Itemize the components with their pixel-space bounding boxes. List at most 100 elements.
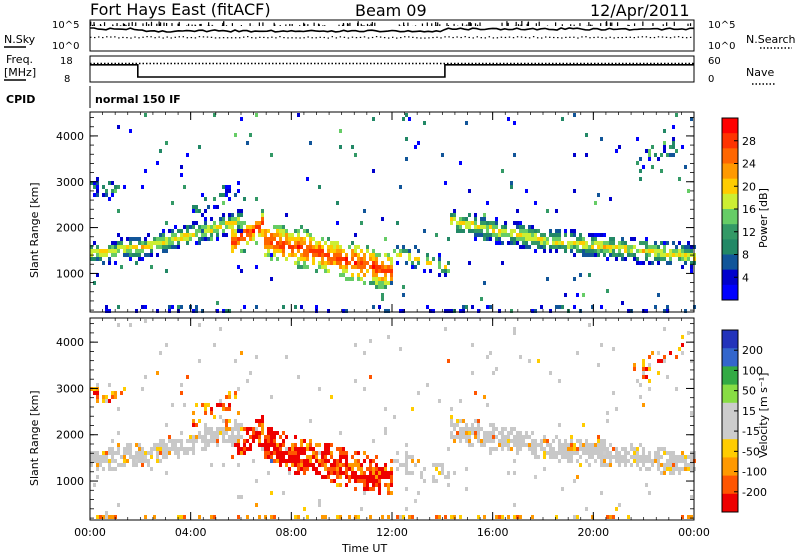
scatter-cell xyxy=(375,463,378,467)
scatter-cell xyxy=(108,459,111,463)
scatter-cell xyxy=(210,407,213,411)
scatter-cell xyxy=(231,221,234,225)
scatter-cell xyxy=(255,265,258,269)
scatter-cell xyxy=(348,467,351,471)
scatter-cell xyxy=(141,459,144,463)
scatter-cell xyxy=(201,447,204,451)
nsearch-dot xyxy=(150,36,152,38)
scatter-cell xyxy=(312,455,315,459)
scatter-cell xyxy=(243,197,246,201)
scatter-cell xyxy=(411,515,414,519)
scatter-cell xyxy=(336,515,339,519)
scatter-cell xyxy=(171,201,174,205)
scatter-cell xyxy=(279,241,282,245)
scatter-cell xyxy=(354,261,357,265)
colorbar-swatch xyxy=(722,193,738,210)
scatter-cell xyxy=(534,475,537,479)
scatter-cell xyxy=(483,281,486,285)
scatter-cell xyxy=(405,451,408,455)
scatter-cell xyxy=(438,515,441,519)
scatter-cell xyxy=(513,153,516,157)
scatter-cell xyxy=(411,265,414,269)
scatter-cell xyxy=(246,141,249,145)
scatter-cell xyxy=(357,459,360,463)
scatter-cell xyxy=(456,229,459,233)
nsearch-dot xyxy=(263,36,265,39)
scatter-cell xyxy=(231,249,234,253)
scatter-cell xyxy=(669,467,672,471)
scatter-cell xyxy=(558,233,561,237)
scatter-cell xyxy=(501,427,504,431)
scatter-cell xyxy=(156,237,159,241)
scatter-cell xyxy=(570,229,573,233)
scatter-cell xyxy=(144,245,147,249)
x-tick-label: 12:00 xyxy=(376,526,408,539)
scatter-cell xyxy=(246,431,249,435)
beam-title: Beam 09 xyxy=(355,1,427,20)
scatter-cell xyxy=(585,443,588,447)
scatter-cell xyxy=(456,423,459,427)
scatter-cell xyxy=(405,463,408,467)
scatter-cell xyxy=(93,483,96,487)
scatter-cell xyxy=(624,455,627,459)
scatter-cell xyxy=(267,447,270,451)
scatter-cell xyxy=(207,431,210,435)
scatter-cell xyxy=(165,447,168,451)
scatter-cell xyxy=(570,439,573,443)
scatter-cell xyxy=(459,399,462,403)
scatter-cell xyxy=(402,285,405,289)
scatter-cell xyxy=(228,197,231,201)
scatter-cell xyxy=(195,233,198,237)
scatter-cell xyxy=(675,467,678,471)
scatter-cell xyxy=(231,245,234,249)
scatter-cell xyxy=(243,305,246,309)
scatter-cell xyxy=(183,451,186,455)
scatter-cell xyxy=(93,387,96,391)
scatter-cell xyxy=(246,447,249,451)
scatter-cell xyxy=(474,213,477,217)
scatter-cell xyxy=(507,431,510,435)
scatter-cell xyxy=(222,193,225,197)
scatter-cell xyxy=(627,515,630,519)
scatter-cell xyxy=(318,253,321,257)
scatter-cell xyxy=(354,487,357,491)
nsearch-dot xyxy=(392,36,394,38)
scatter-cell xyxy=(453,515,456,519)
scatter-cell xyxy=(333,253,336,257)
scatter-cell xyxy=(462,435,465,439)
scatter-cell xyxy=(189,439,192,443)
scatter-cell xyxy=(459,439,462,443)
scatter-cell xyxy=(336,447,339,451)
scatter-cell xyxy=(588,463,591,467)
scatter-cell xyxy=(108,249,111,253)
nsearch-dot xyxy=(404,36,406,38)
scatter-cell xyxy=(522,241,525,245)
scatter-cell xyxy=(387,475,390,479)
scatter-cell xyxy=(234,435,237,439)
scatter-cell xyxy=(561,487,564,491)
scatter-cell xyxy=(309,249,312,253)
scatter-cell xyxy=(471,371,474,375)
scatter-cell xyxy=(105,309,108,313)
y-tick-label: 4000 xyxy=(56,336,84,349)
scatter-cell xyxy=(156,253,159,257)
scatter-cell xyxy=(543,451,546,455)
scatter-cell xyxy=(204,237,207,241)
scatter-cell xyxy=(498,241,501,245)
scatter-cell xyxy=(570,443,573,447)
scatter-cell xyxy=(300,463,303,467)
scatter-cell xyxy=(468,189,471,193)
scatter-cell xyxy=(363,209,366,213)
scatter-cell xyxy=(168,451,171,455)
scatter-cell xyxy=(390,471,393,475)
nsky-tick-bottom-right: 10^0 xyxy=(708,41,735,52)
scatter-cell xyxy=(453,427,456,431)
scatter-cell xyxy=(663,471,666,475)
scatter-cell xyxy=(192,225,195,229)
scatter-cell xyxy=(282,233,285,237)
scatter-cell xyxy=(480,233,483,237)
scatter-cell xyxy=(264,233,267,237)
scatter-cell xyxy=(219,327,222,331)
scatter-cell xyxy=(225,407,228,411)
scatter-cell xyxy=(603,253,606,257)
